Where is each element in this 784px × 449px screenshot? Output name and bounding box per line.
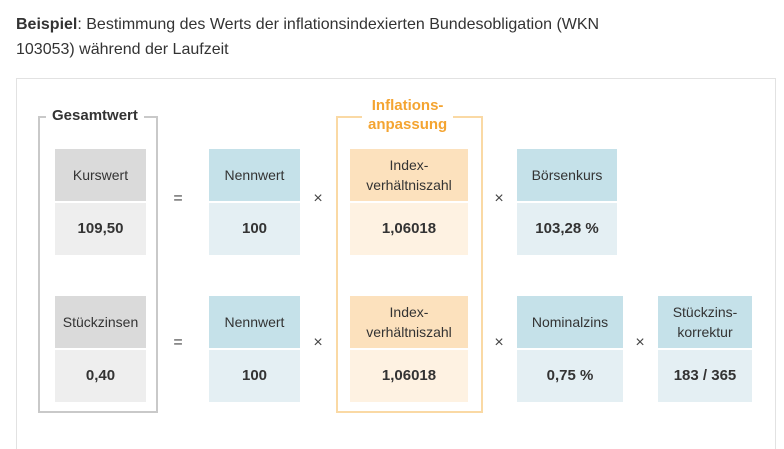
index-ratio-value: 1,06018 [350,203,468,255]
nennwert-value: 100 [209,203,300,255]
boersenkurs-value: 103,28 % [517,203,617,255]
stueckzinsen-value: 0,40 [55,350,146,402]
nominalzins-header: Nominalzins [517,296,623,348]
stueckzinsen-header: Stückzinsen [55,296,146,348]
times-operator: × [635,334,645,351]
times-operator: × [494,334,504,351]
kurswert-value: 109,50 [55,203,146,255]
intro-description: : Bestimmung des Werts der inflationsind… [16,16,600,58]
intro-label: Beispiel [16,16,78,33]
index-ratio-header: Index- verhältniszahl [350,149,468,201]
stueckzins-korrektur-value: 183 / 365 [658,350,752,402]
kurswert-header: Kurswert [55,149,146,201]
times-operator: × [494,190,504,207]
nennwert-header: Nennwert [209,296,300,348]
equals-operator: = [173,334,183,351]
intro-text: Beispiel: Bestimmung des Werts der infla… [16,12,656,62]
equals-operator: = [173,190,183,207]
nennwert-value: 100 [209,350,300,402]
total-value-label: Gesamtwert [46,106,144,125]
index-ratio-value: 1,06018 [350,350,468,402]
times-operator: × [313,334,323,351]
boersenkurs-header: Börsenkurs [517,149,617,201]
nennwert-header: Nennwert [209,149,300,201]
stueckzins-korrektur-header: Stückzins- korrektur [658,296,752,348]
times-operator: × [313,190,323,207]
nominalzins-value: 0,75 % [517,350,623,402]
inflation-adjustment-label: Inflations- anpassung [362,96,454,134]
index-ratio-header: Index- verhältniszahl [350,296,468,348]
